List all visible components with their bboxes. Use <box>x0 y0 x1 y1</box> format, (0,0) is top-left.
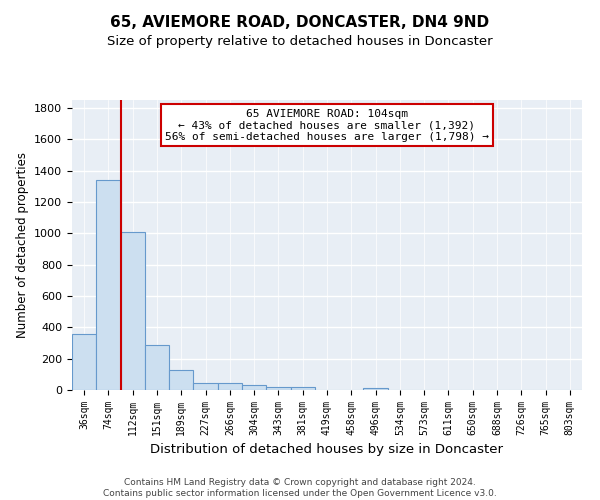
Bar <box>72 334 96 390</box>
X-axis label: Distribution of detached houses by size in Doncaster: Distribution of detached houses by size … <box>151 444 503 456</box>
Bar <box>169 370 193 390</box>
Y-axis label: Number of detached properties: Number of detached properties <box>16 152 29 338</box>
Bar <box>145 346 169 390</box>
Text: 65 AVIEMORE ROAD: 104sqm
← 43% of detached houses are smaller (1,392)
56% of sem: 65 AVIEMORE ROAD: 104sqm ← 43% of detach… <box>165 108 489 142</box>
Text: Contains HM Land Registry data © Crown copyright and database right 2024.
Contai: Contains HM Land Registry data © Crown c… <box>103 478 497 498</box>
Text: 65, AVIEMORE ROAD, DONCASTER, DN4 9ND: 65, AVIEMORE ROAD, DONCASTER, DN4 9ND <box>110 15 490 30</box>
Bar <box>218 384 242 390</box>
Bar <box>290 387 315 390</box>
Bar <box>121 232 145 390</box>
Bar <box>242 386 266 390</box>
Text: Size of property relative to detached houses in Doncaster: Size of property relative to detached ho… <box>107 35 493 48</box>
Bar <box>193 384 218 390</box>
Bar <box>96 180 121 390</box>
Bar <box>266 387 290 390</box>
Bar <box>364 388 388 390</box>
